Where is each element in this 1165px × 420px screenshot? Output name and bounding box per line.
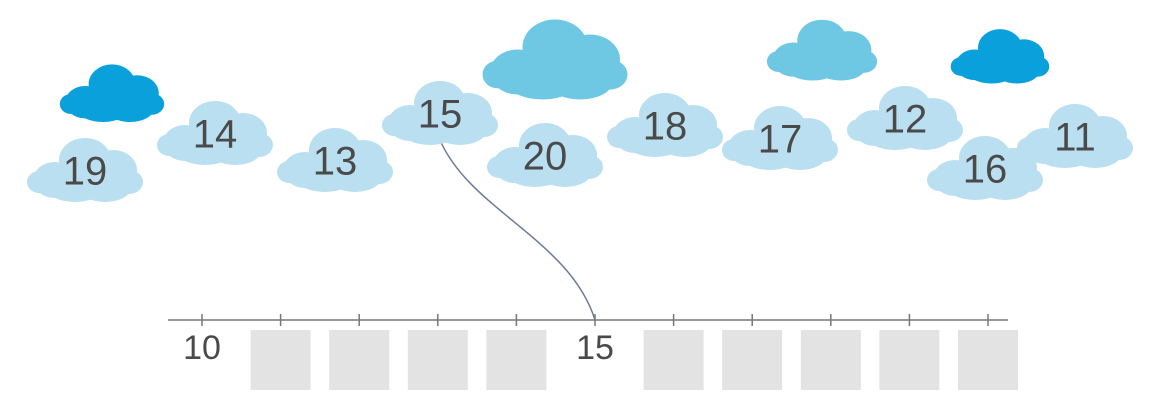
answer-box xyxy=(958,330,1018,390)
answer-box xyxy=(251,330,311,390)
cloud-puff xyxy=(810,138,838,162)
cloud-puff xyxy=(157,134,181,156)
cloud-puff xyxy=(1105,136,1133,160)
cloud-puff xyxy=(245,133,273,157)
cloud-puff xyxy=(1015,168,1043,192)
cloud-puff xyxy=(60,94,82,114)
cloud-number: 20 xyxy=(523,135,568,179)
cloud-puff xyxy=(139,93,164,115)
cloud-number: 17 xyxy=(758,118,803,162)
cloud-puff xyxy=(593,60,628,90)
answer-box xyxy=(644,330,704,390)
cloud-puff xyxy=(1017,137,1041,159)
cloud-puff xyxy=(277,161,301,183)
cloud-puff xyxy=(851,50,878,73)
cloud-number: 18 xyxy=(643,105,688,149)
line-label: 15 xyxy=(576,329,614,367)
cloud-puff xyxy=(27,171,51,193)
cloud-puff xyxy=(951,57,971,76)
answer-box xyxy=(486,330,546,390)
cloud-puff xyxy=(695,125,723,149)
cloud-number: 14 xyxy=(193,113,238,157)
worksheet: 19 14 13 15 20 18 17 12 16 11 10 15 xyxy=(0,0,1165,420)
cloud-number: 16 xyxy=(963,148,1008,192)
cloud-puff xyxy=(935,118,963,142)
cloud-number: 19 xyxy=(63,150,108,194)
cloud-puff xyxy=(607,126,631,148)
cloud-puff xyxy=(575,155,603,179)
cloud-puff xyxy=(470,113,498,137)
answer-box xyxy=(722,330,782,390)
cloud-puff xyxy=(927,169,951,191)
cloud-number: 12 xyxy=(883,98,928,142)
cloud-puff xyxy=(483,61,513,89)
cloud-puff xyxy=(722,139,746,161)
cloud-number: 11 xyxy=(1054,116,1096,160)
cloud-number: 15 xyxy=(418,93,463,137)
answer-box xyxy=(879,330,939,390)
answer-box xyxy=(329,330,389,390)
cloud-puff xyxy=(382,114,406,136)
cloud-puff xyxy=(767,51,790,72)
line-label: 10 xyxy=(183,329,221,367)
cloud-puff xyxy=(1026,56,1050,76)
cloud-number: 13 xyxy=(313,140,358,184)
answer-box xyxy=(408,330,468,390)
cloud-puff xyxy=(365,160,393,184)
answer-box xyxy=(801,330,861,390)
cloud-puff xyxy=(115,170,143,194)
cloud-puff xyxy=(847,119,871,141)
cloud-puff xyxy=(487,156,511,178)
